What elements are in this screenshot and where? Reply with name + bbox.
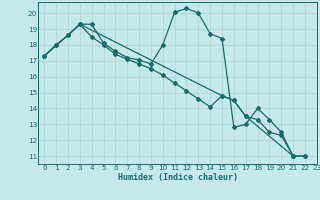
X-axis label: Humidex (Indice chaleur): Humidex (Indice chaleur)	[118, 173, 238, 182]
